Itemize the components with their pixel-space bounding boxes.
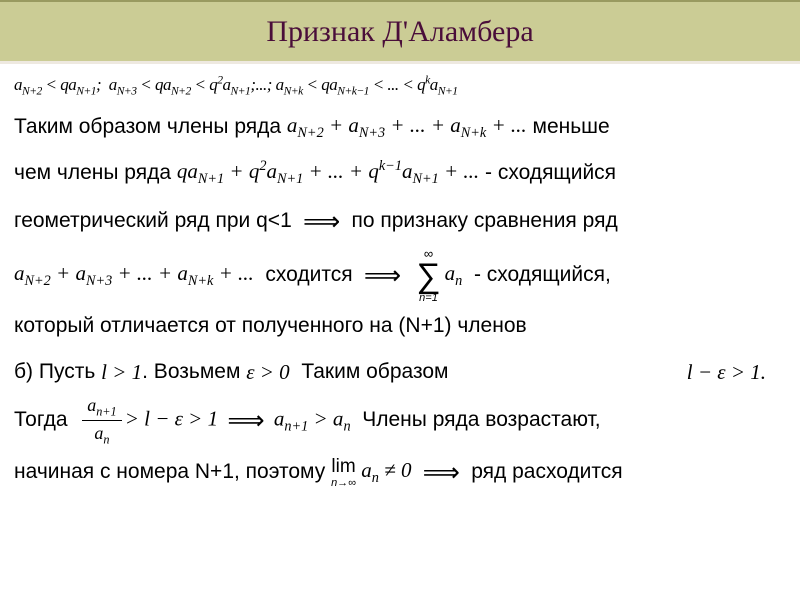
text-line-3: чем члены ряда qaN+1 + q2aN+1 + ... + qk… (14, 157, 786, 189)
text-5a: сходится (265, 261, 352, 289)
text-line-7: б) Пусть l > 1 . Возьмем ε > 0 Таким обр… (14, 358, 786, 386)
fraction-denominator: an (82, 421, 122, 448)
text-4a: геометрический ряд при q<1 (14, 207, 292, 235)
text-7b: . Возьмем (142, 358, 240, 386)
text-9a: начиная с номера N+1, поэтому (14, 458, 325, 486)
math-ineq-2: > l − ε > 1 ⟹ an+1 > an (125, 403, 351, 438)
text-8a: Тогда (14, 406, 68, 434)
limit-expression: lim n→∞ (331, 454, 356, 491)
lim-body: an ≠ 0 (356, 456, 411, 488)
text-line-6: который отличается от полученного на (N+… (14, 312, 786, 340)
text-line-5: aN+2 + aN+3 + ... + aN+k + ... сходится … (14, 245, 786, 306)
text-7a: б) Пусть (14, 358, 95, 386)
sum-body: an (445, 259, 463, 291)
text-line-4: геометрический ряд при q<1 ⟹ по признаку… (14, 204, 786, 239)
summation-symbol: ∞ ∑ n=1 (416, 245, 440, 306)
text-5b: - сходящийся, (474, 261, 611, 289)
arrow-icon: ⟹ (415, 455, 467, 490)
text-3b: - сходящийся (485, 159, 616, 187)
arrow-icon: ⟹ (296, 204, 348, 239)
text-2a: Таким образом члены ряда (14, 113, 281, 141)
text-2b: меньше (533, 113, 610, 141)
text-4b: по признаку сравнения ряд (351, 207, 617, 235)
math-l-eps: l − ε > 1. (687, 358, 766, 386)
slide-title: Признак Д'Аламбера (266, 15, 533, 49)
text-line-9: начиная с номера N+1, поэтому lim n→∞ an… (14, 454, 786, 491)
math-eps-gt-0: ε > 0 (246, 358, 289, 386)
slide-content: aN+2 < qaN+1; aN+3 < qaN+2 < q2aN+1;...;… (0, 64, 800, 507)
math-l-gt-1: l > 1 (101, 358, 142, 386)
fraction-numerator: an+1 (82, 393, 122, 421)
inequality-chain: aN+2 < qaN+1; aN+3 < qaN+2 < q2aN+1;...;… (14, 72, 786, 99)
fraction: an+1 an (82, 393, 122, 448)
math-series-2: qaN+1 + q2aN+1 + ... + qk−1aN+1 + ... (177, 157, 479, 189)
math-series-3: aN+2 + aN+3 + ... + aN+k + ... (14, 259, 254, 291)
math-series-1: aN+2 + aN+3 + ... + aN+k + ... (287, 111, 527, 143)
limit-sub: n→∞ (331, 476, 356, 491)
title-bar: Признак Д'Аламбера (0, 0, 800, 64)
sigma-icon: ∑ (416, 262, 440, 291)
text-line-8: Тогда an+1 an > l − ε > 1 ⟹ an+1 > an Чл… (14, 393, 786, 448)
text-9b: ряд расходится (471, 458, 622, 486)
text-line-2: Таким образом члены ряда aN+2 + aN+3 + .… (14, 111, 786, 143)
sum-lower: n=1 (416, 291, 440, 306)
text-3a: чем члены ряда (14, 159, 171, 187)
text-8b: Члены ряда возрастают, (362, 406, 600, 434)
arrow-icon: ⟹ (357, 258, 409, 293)
text-7c: Таким образом (301, 358, 448, 386)
slide: Признак Д'Аламбера aN+2 < qaN+1; aN+3 < … (0, 0, 800, 600)
